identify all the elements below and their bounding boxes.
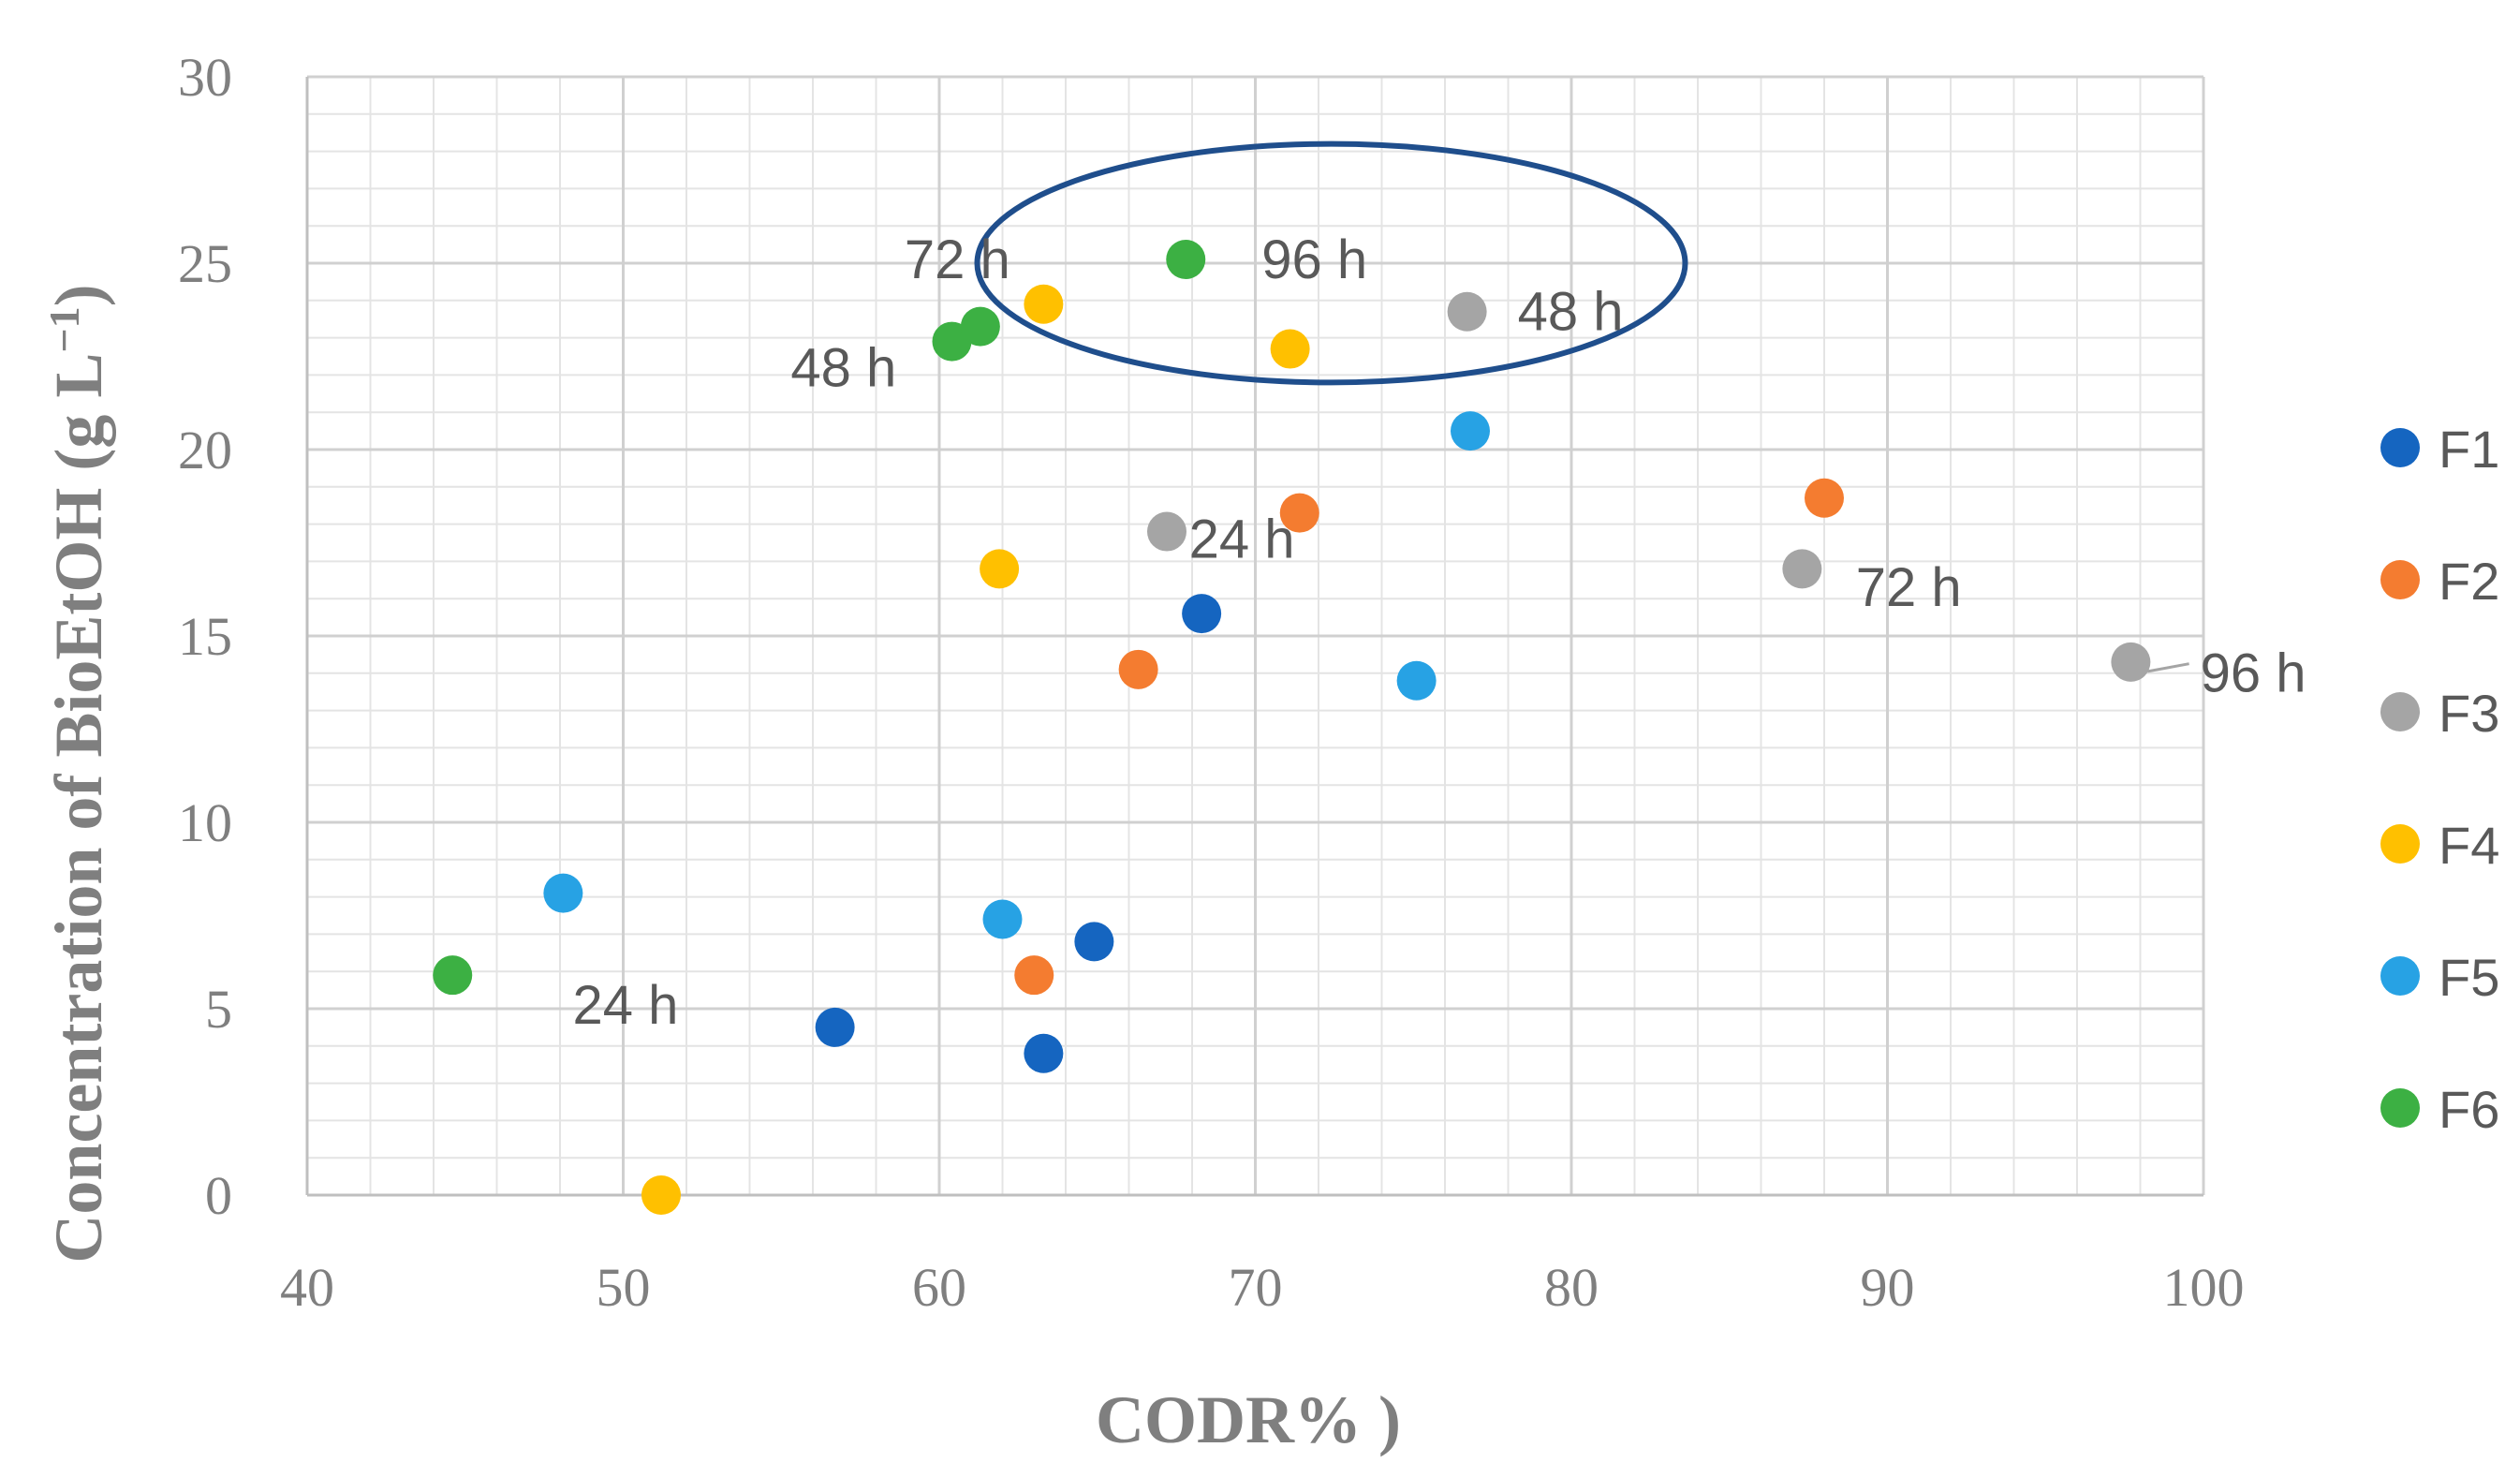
highlight-ellipse xyxy=(974,140,1688,386)
y-axis-title-superscript: −1 xyxy=(40,306,88,352)
annotation-label: 48 h xyxy=(1518,282,1624,343)
legend-label-f2: F2 xyxy=(2439,552,2499,611)
point-f5 xyxy=(1451,411,1490,451)
x-tick-label: 40 xyxy=(280,1257,334,1318)
y-axis-title-main: Concentration of BioEtOH (g L xyxy=(41,353,116,1263)
point-f2 xyxy=(1805,478,1844,518)
legend-marker-f1 xyxy=(2380,428,2420,467)
legend-marker-f6 xyxy=(2380,1088,2420,1128)
y-tick-label: 15 xyxy=(178,606,232,667)
point-f4 xyxy=(1024,284,1064,324)
y-tick-label: 5 xyxy=(205,979,232,1040)
point-f5 xyxy=(982,899,1023,939)
annotation-label: 72 h xyxy=(905,229,1010,290)
legend-label-f6: F6 xyxy=(2439,1080,2499,1139)
point-f2 xyxy=(1118,649,1158,689)
point-f3 xyxy=(1782,549,1822,589)
legend-label-f3: F3 xyxy=(2439,684,2499,743)
point-f1 xyxy=(1182,594,1222,634)
x-tick-label: 50 xyxy=(597,1257,651,1318)
y-tick-labels: 0 5 10 15 20 25 30 xyxy=(178,47,232,1226)
x-tick-labels: 40 50 60 70 80 90 100 xyxy=(280,1257,2245,1318)
point-f6 xyxy=(433,955,473,996)
y-tick-label: 0 xyxy=(205,1165,232,1226)
annotation-label: 24 h xyxy=(1189,509,1295,569)
highlight-ellipse-group xyxy=(974,140,1688,386)
y-tick-label: 30 xyxy=(178,47,232,108)
legend-label-f5: F5 xyxy=(2439,948,2499,1007)
annotations: 24 h48 h72 h 96 h24 h48 h72 h96 h xyxy=(573,229,2306,1036)
axes xyxy=(305,77,2203,1197)
x-tick-label: 90 xyxy=(1861,1257,1915,1318)
y-tick-label: 20 xyxy=(178,420,232,480)
x-tick-label: 60 xyxy=(912,1257,966,1318)
y-tick-label: 10 xyxy=(178,792,232,853)
point-f3 xyxy=(2111,642,2151,682)
point-f3 xyxy=(1147,511,1186,552)
legend-label-f4: F4 xyxy=(2439,816,2499,875)
point-f6 xyxy=(960,306,1000,347)
annotation-label: 96 h xyxy=(2201,643,2306,704)
x-tick-label: 100 xyxy=(2163,1257,2245,1318)
point-f3 xyxy=(1447,291,1487,332)
legend-marker-f4 xyxy=(2380,824,2420,864)
x-axis-title: CODR% ) xyxy=(1096,1382,1401,1457)
y-axis-title: Concentration of BioEtOH (g L−1) xyxy=(40,284,116,1263)
data-points xyxy=(433,240,2151,1215)
point-f5 xyxy=(543,873,583,913)
point-f4 xyxy=(641,1175,681,1215)
annotation-label: 72 h xyxy=(1856,557,1962,618)
annotation-label: 48 h xyxy=(790,337,896,398)
x-tick-label: 70 xyxy=(1229,1257,1283,1318)
point-f2 xyxy=(1014,955,1054,996)
annotation-label: 96 h xyxy=(1261,229,1367,290)
point-f1 xyxy=(815,1007,855,1047)
y-tick-label: 25 xyxy=(178,233,232,294)
x-tick-label: 80 xyxy=(1544,1257,1599,1318)
annotation-label: 24 h xyxy=(573,975,679,1036)
point-f6 xyxy=(1166,240,1206,280)
legend-marker-f5 xyxy=(2380,956,2420,996)
legend-marker-f3 xyxy=(2380,692,2420,731)
annotation-leader-line xyxy=(2147,662,2189,673)
point-f4 xyxy=(980,549,1020,589)
legend-marker-f2 xyxy=(2380,560,2420,599)
major-gridlines xyxy=(307,75,2205,1195)
point-f1 xyxy=(1024,1033,1064,1073)
point-f4 xyxy=(1270,329,1310,369)
point-f1 xyxy=(1074,922,1114,962)
point-f5 xyxy=(1396,660,1437,701)
point-f2 xyxy=(1279,493,1319,533)
legend: F1 F2 F3 F4 F5 F6 xyxy=(2380,420,2499,1139)
y-axis-title-close: ) xyxy=(41,284,116,306)
legend-label-f1: F1 xyxy=(2439,420,2499,479)
